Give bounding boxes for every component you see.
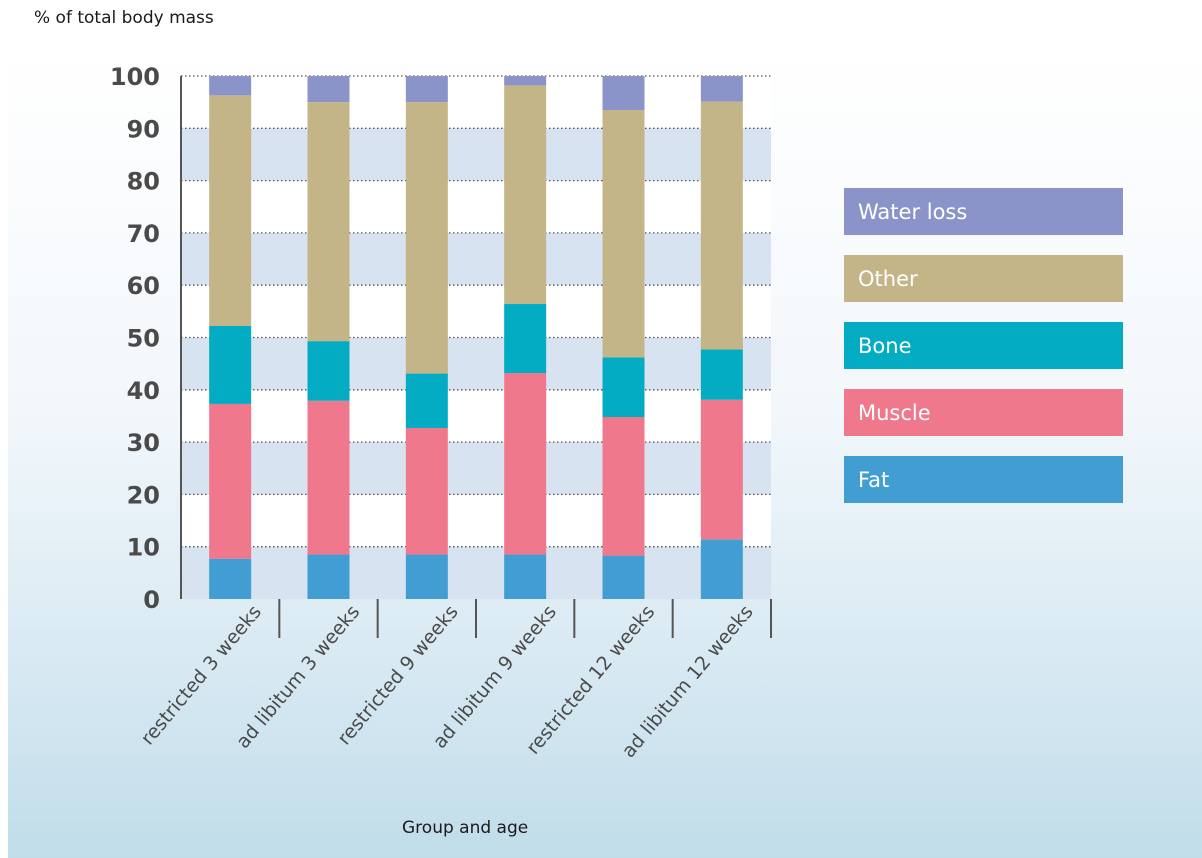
bar-segment-muscle — [405, 427, 448, 555]
legend: Water loss Other Bone Muscle Fat — [844, 188, 1123, 523]
bar-segment-muscle — [307, 400, 350, 555]
grid-bands — [181, 76, 771, 599]
bar-segment-bone — [602, 357, 645, 417]
bar-segment-other — [405, 102, 448, 374]
bar-segment-fat — [405, 554, 448, 599]
bar-segment-water-loss — [602, 76, 645, 110]
grid-band — [181, 494, 771, 547]
y-tick-label: 20 — [127, 481, 160, 509]
x-axis-title: Group and age — [402, 818, 529, 838]
bar-segment-fat — [504, 554, 547, 599]
grid-band — [181, 285, 771, 338]
grid-band — [181, 389, 771, 443]
bar-segment-water-loss — [700, 76, 743, 102]
y-tick-label: 70 — [127, 220, 160, 248]
bar-segment-muscle — [209, 403, 252, 559]
y-tick-label: 40 — [127, 377, 160, 405]
y-tick-label: 90 — [127, 115, 160, 143]
y-tick-label: 100 — [110, 63, 160, 91]
grid-band — [181, 546, 771, 599]
bar-segment-bone — [700, 349, 743, 400]
grid-band — [181, 337, 771, 390]
bar-segment-fat — [307, 554, 350, 599]
bar-segment-water-loss — [504, 76, 547, 86]
bar-segment-bone — [209, 325, 252, 404]
bar-segment-other — [602, 109, 645, 358]
bars — [209, 76, 743, 599]
bar-segment-other — [209, 95, 252, 326]
y-tick-labels: 0 10 20 30 40 50 60 70 80 90 100 — [110, 63, 160, 614]
grid-band — [181, 232, 771, 286]
y-tick-label: 0 — [143, 586, 160, 614]
grid-band — [181, 76, 771, 129]
y-tick-label: 10 — [127, 534, 160, 562]
bar-segment-muscle — [504, 373, 547, 555]
y-tick-label: 30 — [127, 429, 160, 457]
grid-band — [181, 180, 771, 233]
legend-item-bone: Bone — [844, 322, 1123, 369]
bar-segment-fat — [602, 555, 645, 599]
legend-item-water-loss: Water loss — [844, 188, 1123, 235]
y-tick-label: 80 — [127, 168, 160, 196]
legend-item-fat: Fat — [844, 456, 1123, 503]
axes — [180, 76, 772, 638]
bar-segment-fat — [700, 539, 743, 599]
bar-segment-muscle — [700, 399, 743, 540]
legend-item-muscle: Muscle — [844, 389, 1123, 436]
bar-segment-water-loss — [405, 76, 448, 103]
y-tick-label: 50 — [127, 325, 160, 353]
bar-segment-other — [307, 102, 350, 342]
bar-segment-fat — [209, 558, 252, 599]
grid-band — [181, 442, 771, 495]
grid-band — [181, 128, 771, 181]
bar-segment-other — [504, 85, 547, 305]
legend-item-other: Other — [844, 255, 1123, 302]
bar-segment-bone — [504, 304, 547, 374]
bar-segment-water-loss — [307, 76, 350, 103]
bar-segment-muscle — [602, 416, 645, 556]
bar-segment-bone — [307, 341, 350, 401]
bar-segment-bone — [405, 373, 448, 428]
y-axis-title: % of total body mass — [34, 8, 214, 28]
y-tick-label: 60 — [127, 272, 160, 300]
bar-segment-water-loss — [209, 76, 252, 96]
bar-segment-other — [700, 101, 743, 350]
